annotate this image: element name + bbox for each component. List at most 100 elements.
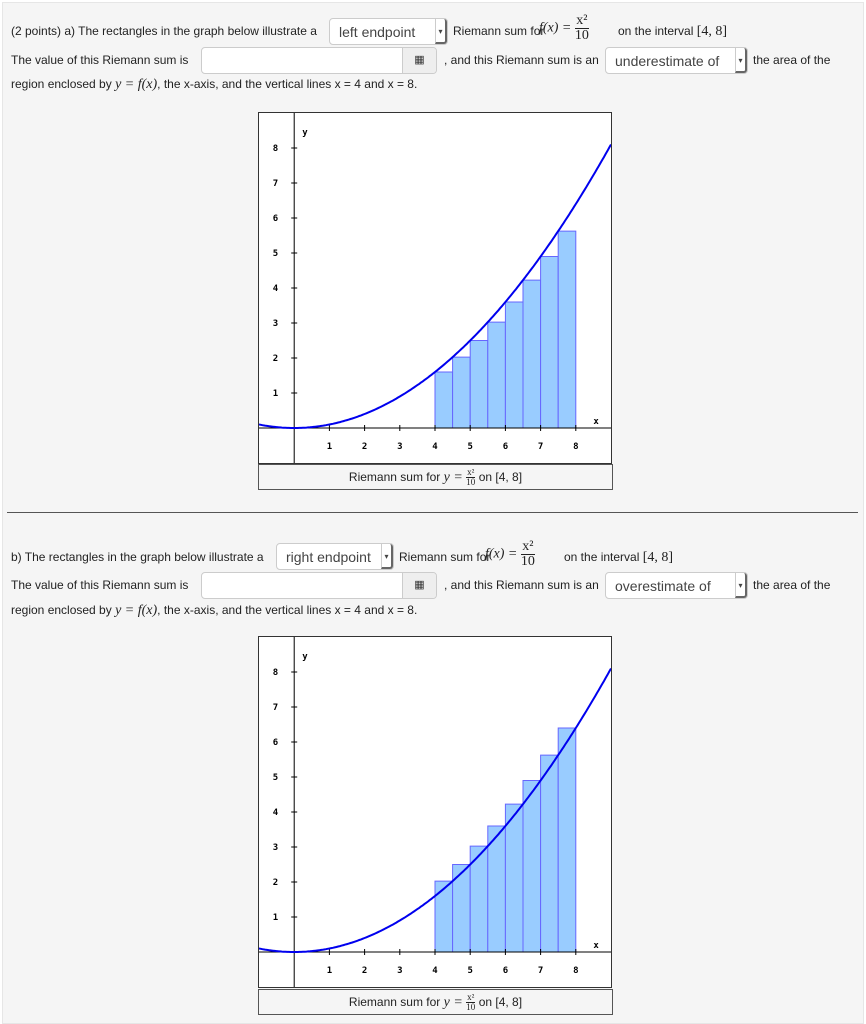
x-tick-label: 2 bbox=[362, 966, 367, 976]
x-tick-label: 1 bbox=[327, 442, 332, 452]
region-eq: y = f(x) bbox=[115, 603, 158, 618]
riemann-rect bbox=[504, 803, 524, 953]
part-b-estimate-select[interactable]: overestimate of ▾ bbox=[605, 572, 748, 599]
y-tick-label: 3 bbox=[273, 843, 278, 853]
graph-b-caption: Riemann sum for y = x² 10 on [4, 8] bbox=[258, 989, 613, 1015]
function-formula: f(x) = x² 10 bbox=[485, 540, 535, 569]
riemann-rect bbox=[487, 825, 506, 953]
fraction-num: x² bbox=[466, 992, 476, 1004]
function-curve bbox=[258, 667, 612, 953]
riemann-rect bbox=[540, 754, 559, 953]
region-text: region enclosed by y = f(x), the x-axis,… bbox=[11, 603, 417, 619]
area-text: the area of the bbox=[753, 578, 831, 592]
select-value: left endpoint bbox=[339, 24, 416, 40]
part-b-value-input[interactable]: ▦ bbox=[201, 572, 437, 599]
y-tick-label: 4 bbox=[273, 284, 279, 294]
x-tick-label: 5 bbox=[467, 966, 472, 976]
fraction-num: x² bbox=[520, 539, 535, 555]
part-a-value-input[interactable]: ▦ bbox=[201, 47, 437, 74]
caret-down-icon: ▾ bbox=[381, 544, 393, 569]
x-tick-label: 2 bbox=[362, 442, 367, 452]
riemann-rect bbox=[434, 371, 454, 429]
y-tick-label: 1 bbox=[273, 913, 278, 923]
y-tick-label: 7 bbox=[273, 703, 278, 713]
y-axis-label: y bbox=[302, 128, 308, 138]
y-tick-label: 8 bbox=[273, 144, 278, 154]
x-axis-label: x bbox=[593, 417, 599, 427]
y-tick-label: 6 bbox=[273, 738, 278, 748]
part-a-prefix: (2 points) a) The rectangles in the grap… bbox=[11, 24, 317, 38]
y-tick-label: 5 bbox=[273, 249, 278, 259]
area-text: the area of the bbox=[753, 53, 831, 67]
function-formula: f(x) = x² 10 bbox=[539, 14, 589, 43]
caption-suffix: on [4, 8] bbox=[478, 995, 523, 1009]
region-label: region enclosed by bbox=[11, 603, 112, 617]
x-axis-label: x bbox=[593, 941, 599, 951]
region-rest: , the x-axis, and the vertical lines x =… bbox=[157, 603, 418, 617]
x-tick-label: 3 bbox=[397, 442, 402, 452]
fraction-den: 10 bbox=[574, 28, 589, 43]
x-tick-label: 7 bbox=[538, 442, 543, 452]
function-label: f(x) = bbox=[539, 20, 572, 36]
y-tick-label: 4 bbox=[273, 808, 279, 818]
y-tick-label: 6 bbox=[273, 214, 278, 224]
riemann-for-text: Riemann sum for bbox=[453, 24, 545, 38]
on-interval-label: on the interval bbox=[618, 24, 694, 38]
x-tick-label: 4 bbox=[432, 966, 438, 976]
y-axis-label: y bbox=[302, 652, 308, 662]
x-tick-label: 8 bbox=[573, 442, 578, 452]
caption-eq: y = bbox=[443, 995, 463, 1010]
fraction-den: 10 bbox=[466, 1002, 476, 1013]
riemann-for-text: Riemann sum for bbox=[399, 550, 491, 564]
x-tick-label: 7 bbox=[538, 966, 543, 976]
caret-down-icon: ▾ bbox=[735, 48, 747, 73]
value-label: The value of this Riemann sum is bbox=[11, 578, 189, 592]
y-tick-label: 2 bbox=[273, 354, 278, 364]
on-interval-label: on the interval bbox=[564, 550, 640, 564]
region-rest: , the x-axis, and the vertical lines x =… bbox=[157, 77, 418, 91]
x-tick-label: 8 bbox=[573, 966, 578, 976]
y-tick-label: 7 bbox=[273, 179, 278, 189]
select-value: right endpoint bbox=[286, 549, 371, 565]
x-tick-label: 4 bbox=[432, 442, 438, 452]
caption-suffix: on [4, 8] bbox=[478, 470, 523, 484]
part-a-estimate-select[interactable]: underestimate of ▾ bbox=[605, 47, 748, 74]
graph-b: 1 2 3 4 5 6 7 8 1 2 3 4 5 6 7 8 y x bbox=[258, 636, 612, 988]
part-b-method-select[interactable]: right endpoint ▾ bbox=[276, 543, 394, 570]
region-label: region enclosed by bbox=[11, 77, 112, 91]
x-tick-label: 5 bbox=[467, 442, 472, 452]
riemann-rect bbox=[487, 321, 506, 429]
interval: [4, 8] bbox=[642, 550, 674, 565]
select-value: overestimate of bbox=[615, 578, 711, 594]
function-curve bbox=[258, 143, 612, 429]
function-label: f(x) = bbox=[485, 546, 518, 562]
on-interval-text: on the interval [4, 8] bbox=[618, 24, 727, 40]
keypad-icon[interactable]: ▦ bbox=[402, 48, 436, 73]
riemann-rect bbox=[557, 727, 577, 953]
and-text: , and this Riemann sum is an bbox=[444, 578, 599, 592]
part-b-prefix: b) The rectangles in the graph below ill… bbox=[11, 550, 264, 564]
select-value: underestimate of bbox=[615, 53, 720, 69]
fraction-den: 10 bbox=[466, 477, 476, 488]
x-tick-label: 6 bbox=[503, 966, 508, 976]
riemann-rect bbox=[434, 880, 454, 953]
on-interval-text: on the interval [4, 8] bbox=[564, 550, 673, 566]
graph-a: 1 2 3 4 5 6 7 8 1 2 3 4 5 6 7 8 y x bbox=[258, 112, 612, 464]
value-label: The value of this Riemann sum is bbox=[11, 53, 189, 67]
graph-a-caption: Riemann sum for y = x² 10 on [4, 8] bbox=[258, 464, 613, 490]
interval: [4, 8] bbox=[696, 24, 728, 39]
x-tick-label: 6 bbox=[503, 442, 508, 452]
and-text: , and this Riemann sum is an bbox=[444, 53, 599, 67]
y-tick-label: 2 bbox=[273, 878, 278, 888]
x-tick-label: 3 bbox=[397, 966, 402, 976]
caret-down-icon: ▾ bbox=[735, 573, 747, 598]
fraction-num: x² bbox=[466, 467, 476, 479]
caret-down-icon: ▾ bbox=[435, 19, 447, 44]
riemann-rect bbox=[452, 356, 471, 429]
keypad-icon[interactable]: ▦ bbox=[402, 573, 436, 598]
riemann-rect bbox=[522, 279, 542, 429]
riemann-rect bbox=[469, 340, 489, 429]
caption-prefix: Riemann sum for bbox=[348, 995, 441, 1009]
y-tick-label: 1 bbox=[273, 389, 278, 399]
part-a-method-select[interactable]: left endpoint ▾ bbox=[329, 18, 448, 45]
